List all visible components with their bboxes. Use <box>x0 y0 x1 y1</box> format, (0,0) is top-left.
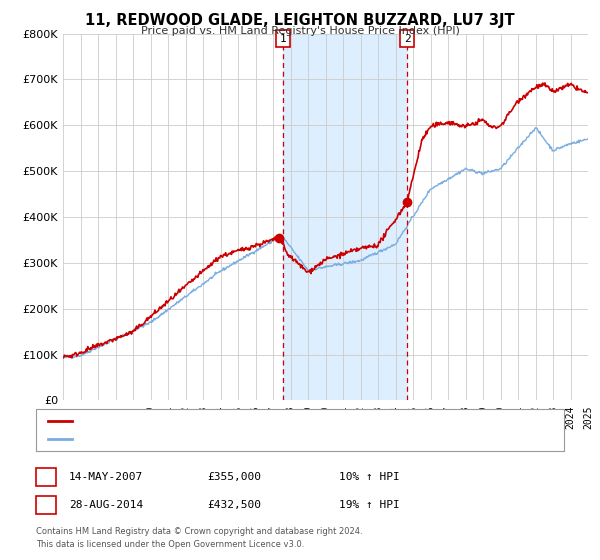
Text: 1: 1 <box>280 34 287 44</box>
Text: 10% ↑ HPI: 10% ↑ HPI <box>339 472 400 482</box>
Text: 2: 2 <box>43 498 49 512</box>
Text: 1: 1 <box>43 470 49 484</box>
Text: Price paid vs. HM Land Registry's House Price Index (HPI): Price paid vs. HM Land Registry's House … <box>140 26 460 36</box>
Text: 14-MAY-2007: 14-MAY-2007 <box>69 472 143 482</box>
Text: HPI: Average price, detached house, Central Bedfordshire: HPI: Average price, detached house, Cent… <box>78 434 407 444</box>
Text: 11, REDWOOD GLADE, LEIGHTON BUZZARD, LU7 3JT: 11, REDWOOD GLADE, LEIGHTON BUZZARD, LU7… <box>85 13 515 28</box>
Text: £355,000: £355,000 <box>207 472 261 482</box>
Text: 11, REDWOOD GLADE, LEIGHTON BUZZARD, LU7 3JT (detached house): 11, REDWOOD GLADE, LEIGHTON BUZZARD, LU7… <box>78 417 436 426</box>
Text: 2: 2 <box>404 34 410 44</box>
Text: 28-AUG-2014: 28-AUG-2014 <box>69 500 143 510</box>
Text: This data is licensed under the Open Government Licence v3.0.: This data is licensed under the Open Gov… <box>36 540 304 549</box>
Text: 19% ↑ HPI: 19% ↑ HPI <box>339 500 400 510</box>
Text: Contains HM Land Registry data © Crown copyright and database right 2024.: Contains HM Land Registry data © Crown c… <box>36 528 362 536</box>
Bar <box>283 34 407 400</box>
Text: £432,500: £432,500 <box>207 500 261 510</box>
